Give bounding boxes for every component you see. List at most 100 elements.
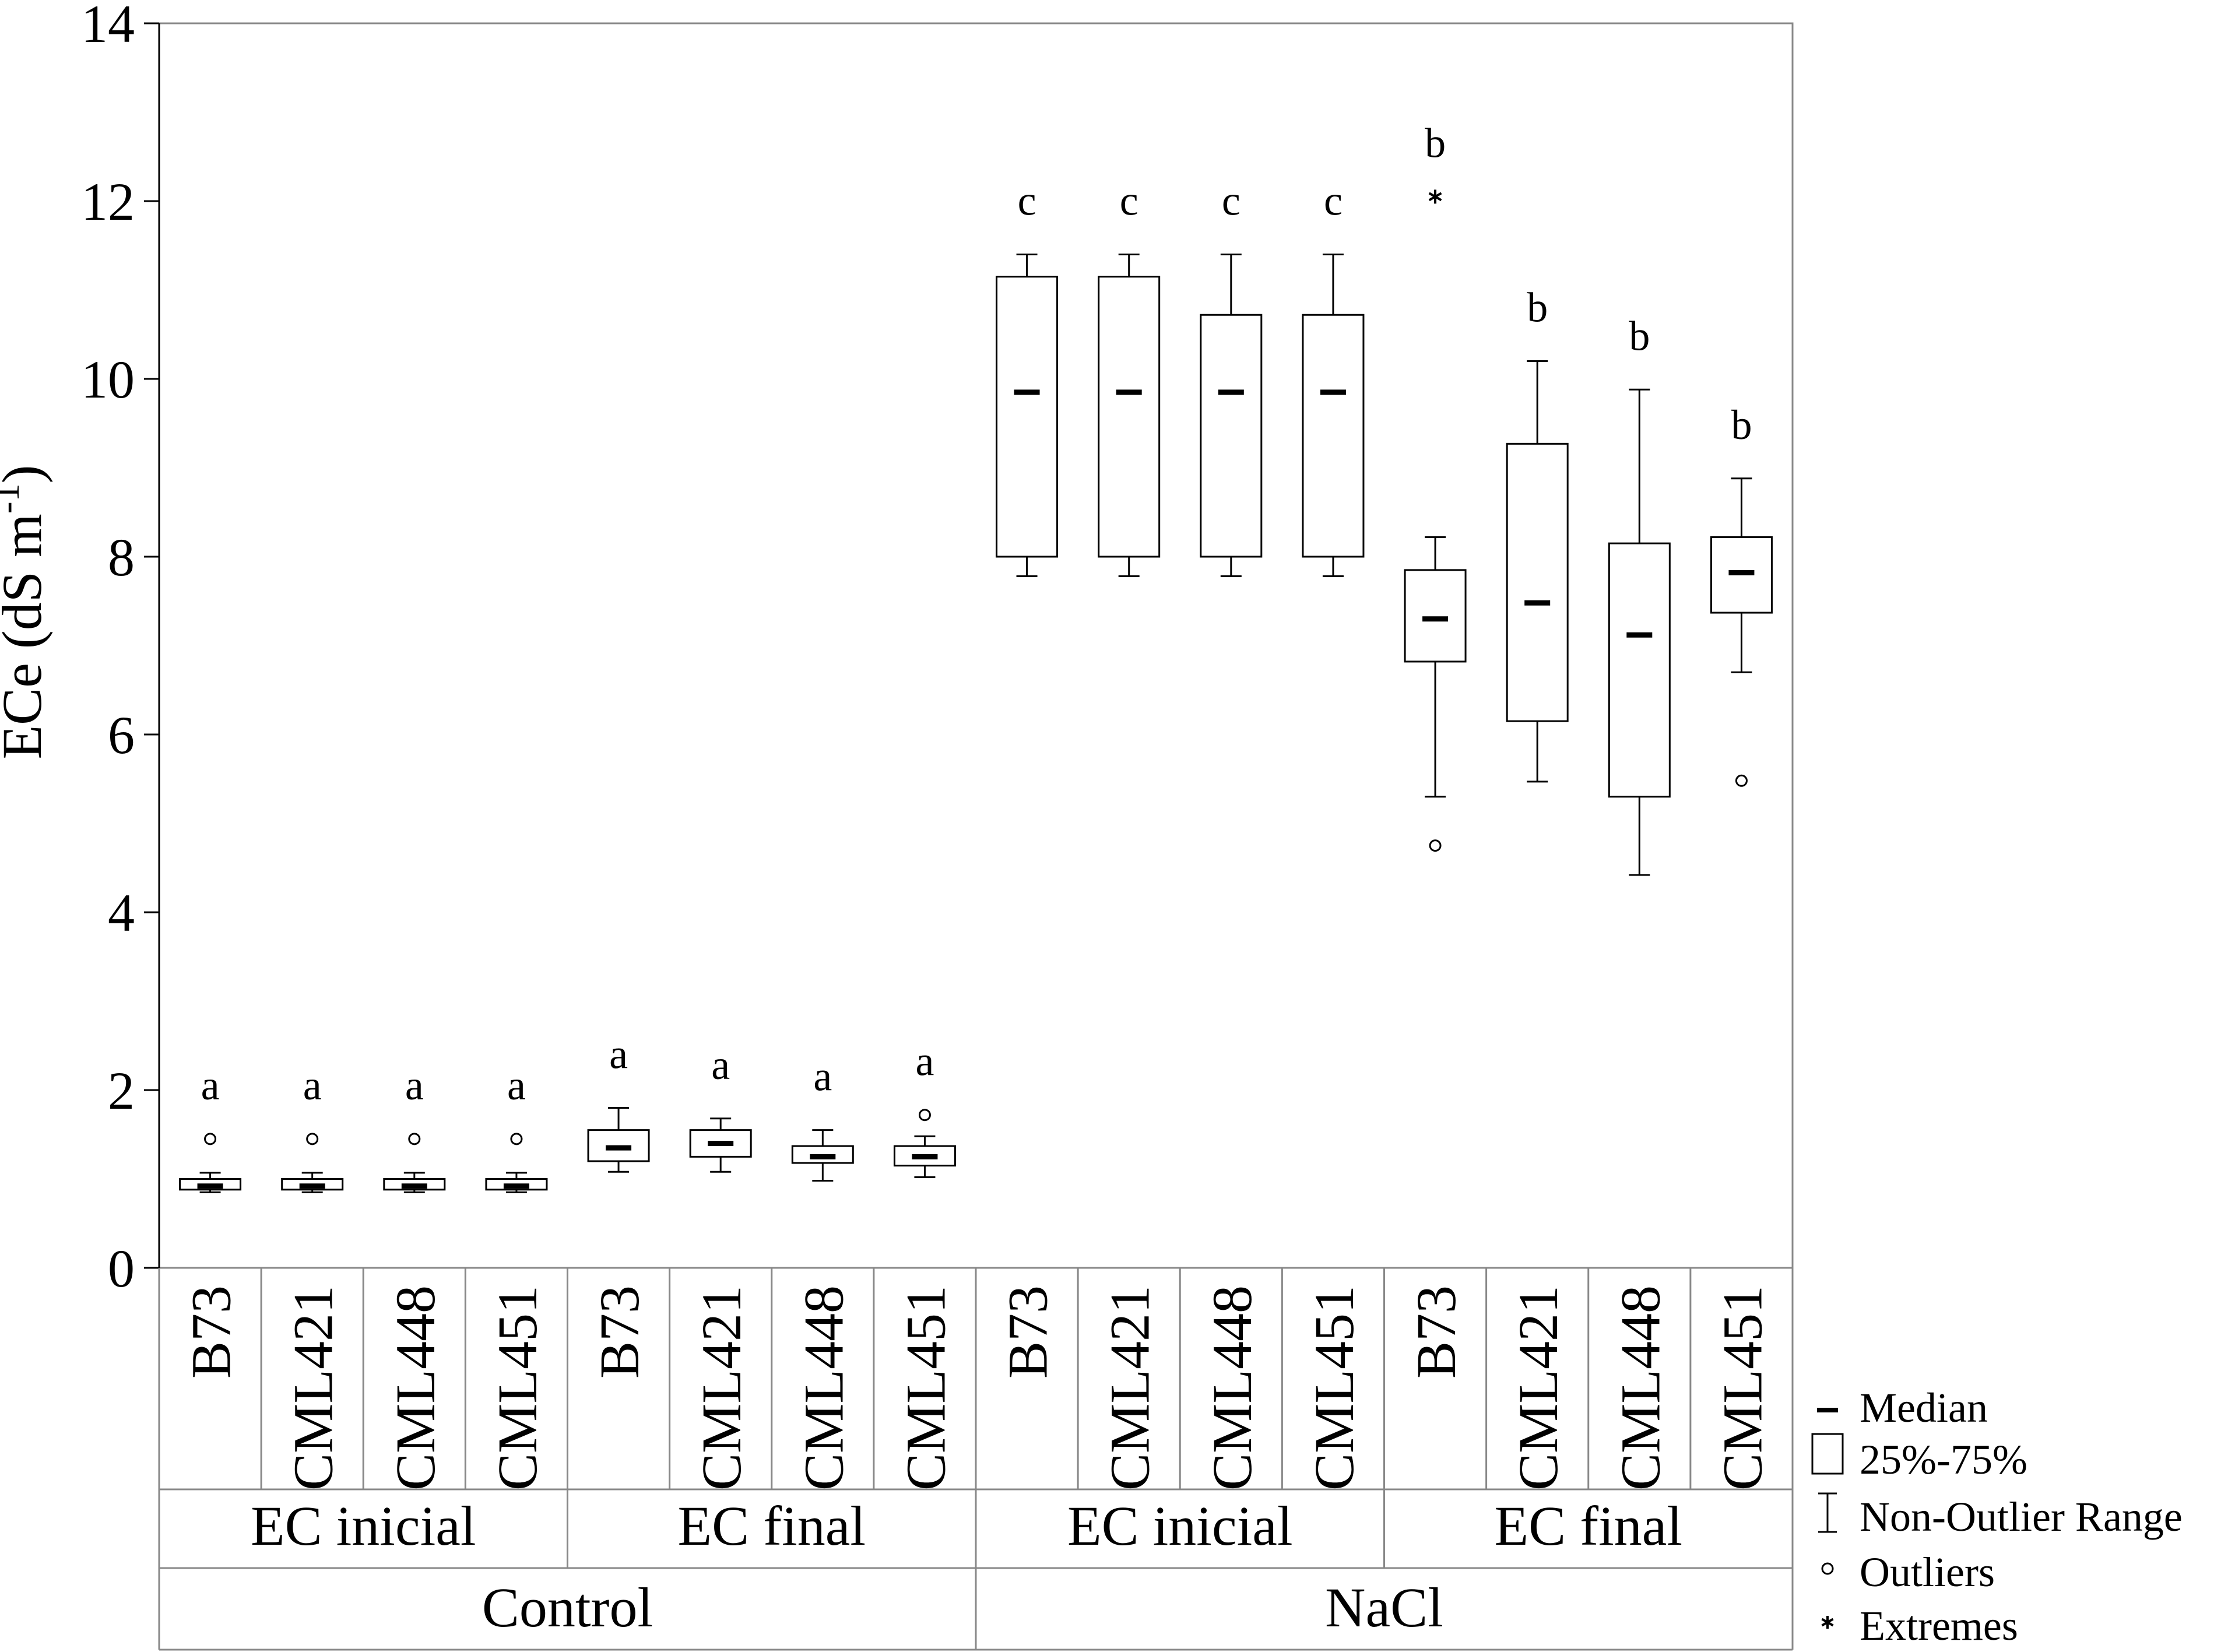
box-series: a a a a a a a a c c c c b b b b — [179, 119, 1773, 1193]
box-14: b — [1506, 284, 1569, 783]
legend-item-outlier: Outliers — [1821, 1549, 1995, 1595]
significance-letter: a — [201, 1062, 220, 1109]
y-tick-label: 10 — [81, 350, 135, 409]
iqr-box — [1608, 542, 1671, 798]
significance-letter: a — [609, 1031, 628, 1078]
box-12: c — [1302, 178, 1365, 578]
legend-outlier-symbol — [1821, 1562, 1834, 1575]
category-label-cml421: CML421 — [1099, 1285, 1161, 1491]
category-label-b73: B73 — [997, 1285, 1059, 1379]
significance-letter: b — [1527, 284, 1548, 331]
significance-letter: b — [1731, 402, 1752, 448]
legend-label: Extremes — [1860, 1602, 2018, 1649]
outlier-point — [408, 1133, 421, 1145]
legend-label: Outliers — [1860, 1549, 1995, 1595]
y-tick-label: 4 — [108, 883, 135, 943]
category-label-b73: B73 — [180, 1285, 243, 1379]
box-13: b — [1404, 119, 1467, 852]
y-axis-title-unit-superscript: -1 — [0, 484, 27, 514]
box-6: a — [689, 1042, 752, 1173]
y-tick-label: 12 — [81, 172, 135, 231]
box-2: a — [281, 1062, 344, 1193]
outlier-point — [204, 1133, 217, 1145]
y-tick-label: 2 — [108, 1061, 135, 1120]
iqr-box — [1200, 314, 1263, 558]
category-label-cml421: CML421 — [690, 1285, 753, 1491]
significance-letter: a — [711, 1042, 730, 1088]
y-tick-label: 8 — [108, 528, 135, 587]
category-label-cml448: CML448 — [792, 1285, 855, 1491]
iqr-box — [893, 1145, 956, 1167]
iqr-box — [1302, 314, 1365, 558]
significance-letter: b — [1425, 119, 1446, 166]
legend-label: 25%-75% — [1860, 1436, 2027, 1483]
significance-letter: c — [1120, 178, 1138, 224]
significance-letter: a — [915, 1038, 934, 1085]
extreme-point — [1428, 189, 1442, 204]
significance-letter: a — [507, 1062, 526, 1109]
ec-group-label: EC inicial — [1067, 1495, 1293, 1557]
category-label-cml448: CML448 — [1201, 1285, 1263, 1491]
outlier-point — [510, 1133, 523, 1145]
legend-item-box: 25%-75% — [1811, 1433, 2027, 1483]
legend-label: Non-Outlier Range — [1860, 1493, 2183, 1540]
box-15: b — [1608, 312, 1671, 876]
significance-letter: c — [1324, 178, 1343, 224]
category-label-cml448: CML448 — [384, 1285, 447, 1491]
category-label-cml451: CML451 — [1303, 1285, 1365, 1491]
box-1: a — [179, 1062, 242, 1193]
category-label-b73: B73 — [588, 1285, 651, 1379]
significance-letter: a — [405, 1062, 424, 1109]
category-label-cml421: CML421 — [282, 1285, 345, 1491]
ec-group-label: EC final — [1494, 1495, 1682, 1557]
box-10: c — [1098, 178, 1161, 578]
category-label-b73: B73 — [1405, 1285, 1467, 1379]
outlier-point — [306, 1133, 319, 1145]
iqr-box — [996, 276, 1059, 558]
category-table: B73 CML421 CML448 CML451 B73 CML421 CML448 CML4… — [158, 1268, 1794, 1651]
ec-group-label: EC final — [677, 1495, 866, 1557]
y-tick-label: 6 — [108, 705, 135, 765]
legend-box-symbol — [1811, 1433, 1844, 1475]
box-11: c — [1200, 178, 1263, 578]
extreme-stroke — [1821, 1618, 1834, 1627]
box-4: a — [485, 1062, 548, 1193]
significance-letter: b — [1629, 312, 1650, 359]
ec-group-label: EC inicial — [251, 1495, 476, 1557]
legend: Median 25%-75% Non-Outlier Range Outliers Ex… — [1811, 1384, 2183, 1649]
outlier-point — [1429, 839, 1442, 852]
legend-extreme-symbol — [1821, 1616, 1834, 1629]
legend-label: Median — [1860, 1384, 1988, 1431]
y-tick-label: 0 — [108, 1239, 135, 1298]
category-label-cml451: CML451 — [1711, 1285, 1773, 1491]
y-axis-title-close: ) — [0, 465, 53, 484]
legend-item-extreme: Extremes — [1821, 1602, 2018, 1649]
svg-text:ECe (dS m-1): ECe (dS m-1) — [0, 465, 53, 760]
box-8: a — [893, 1038, 956, 1178]
y-axis-title: ECe (dS m-1) — [0, 465, 53, 760]
category-label-cml451: CML451 — [894, 1285, 957, 1491]
iqr-box — [1404, 569, 1467, 663]
box-9: c — [996, 178, 1059, 578]
significance-letter: a — [813, 1053, 832, 1100]
y-axis-title-text: ECe (dS m — [0, 514, 53, 759]
category-label-cml421: CML421 — [1507, 1285, 1569, 1491]
treatment-label: Control — [482, 1576, 653, 1639]
category-label-cml448: CML448 — [1609, 1285, 1671, 1491]
category-label-cml451: CML451 — [486, 1285, 549, 1491]
outlier-point — [918, 1109, 931, 1122]
significance-letter: c — [1018, 178, 1036, 224]
box-7: a — [791, 1053, 854, 1182]
extreme-stroke — [1428, 192, 1442, 202]
legend-item-median: Median — [1817, 1384, 1988, 1431]
legend-item-whisker: Non-Outlier Range — [1818, 1492, 2183, 1540]
box-3: a — [383, 1062, 446, 1193]
significance-letter: c — [1222, 178, 1240, 224]
iqr-box — [1506, 442, 1569, 722]
y-tick-label: 14 — [81, 0, 135, 54]
y-axis: 0 2 4 6 8 10 12 14 — [81, 0, 160, 1298]
treatment-label: NaCl — [1325, 1576, 1443, 1639]
iqr-box — [1098, 276, 1161, 558]
box-5: a — [587, 1031, 650, 1173]
